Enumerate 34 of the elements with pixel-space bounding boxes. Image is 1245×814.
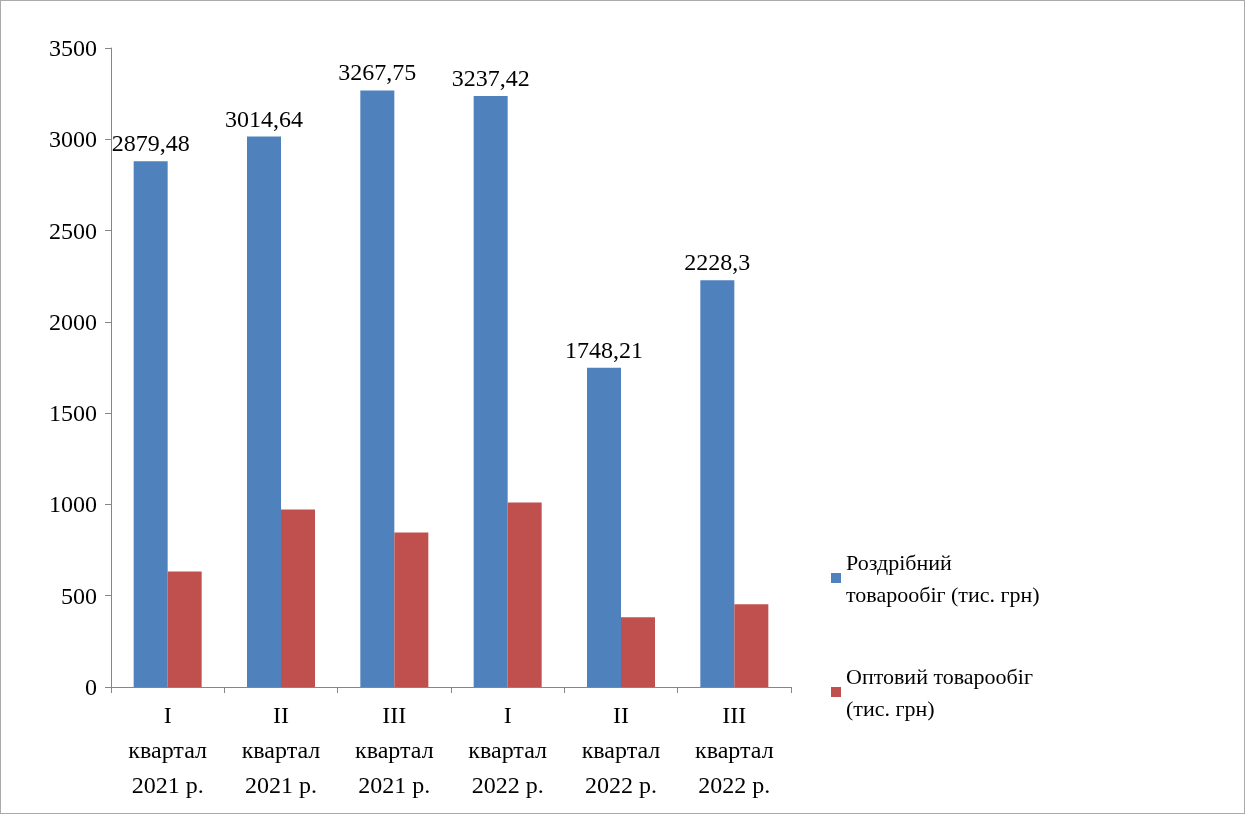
bar xyxy=(247,136,281,687)
y-tick-label: 3000 xyxy=(49,126,97,153)
x-tick-label: III квартал 2022 р. xyxy=(695,701,774,798)
y-tick-label: 2000 xyxy=(49,308,97,335)
legend-label: Оптовий товарообіг (тис. грн) xyxy=(846,663,1039,721)
x-tick-label: II квартал 2021 р. xyxy=(241,701,321,798)
bar xyxy=(133,161,168,687)
bar xyxy=(281,509,315,687)
y-tick-label: 0 xyxy=(85,674,97,700)
y-tick-label: 2500 xyxy=(49,217,97,244)
x-tick-label: II квартал 2022 р. xyxy=(581,701,661,798)
data-label: 2228,3 xyxy=(684,249,751,276)
legend-label: Роздрібний товарообіг (тис. грн) xyxy=(846,549,1040,607)
bar xyxy=(700,280,735,687)
bar xyxy=(167,571,202,687)
bar xyxy=(734,604,769,687)
bar xyxy=(394,532,429,687)
x-tick-label: III квартал 2021 р. xyxy=(355,701,434,798)
x-tick-label: I квартал 2022 р. xyxy=(468,701,547,798)
x-tick-label: I квартал 2021 р. xyxy=(128,701,207,798)
bar xyxy=(473,95,508,687)
y-tick-label: 500 xyxy=(61,582,97,609)
bar xyxy=(621,617,655,687)
data-label: 1748,21 xyxy=(565,336,643,363)
y-tick-label: 3500 xyxy=(49,35,97,61)
data-label: 2879,48 xyxy=(111,130,190,157)
data-label: 3267,75 xyxy=(338,59,417,86)
bar xyxy=(360,90,395,687)
y-tick-label: 1500 xyxy=(49,400,97,427)
bar xyxy=(587,367,621,687)
y-tick-label: 1000 xyxy=(49,491,97,518)
bar xyxy=(507,502,542,687)
data-label: 3237,42 xyxy=(451,64,530,91)
data-label: 3014,64 xyxy=(225,105,303,132)
